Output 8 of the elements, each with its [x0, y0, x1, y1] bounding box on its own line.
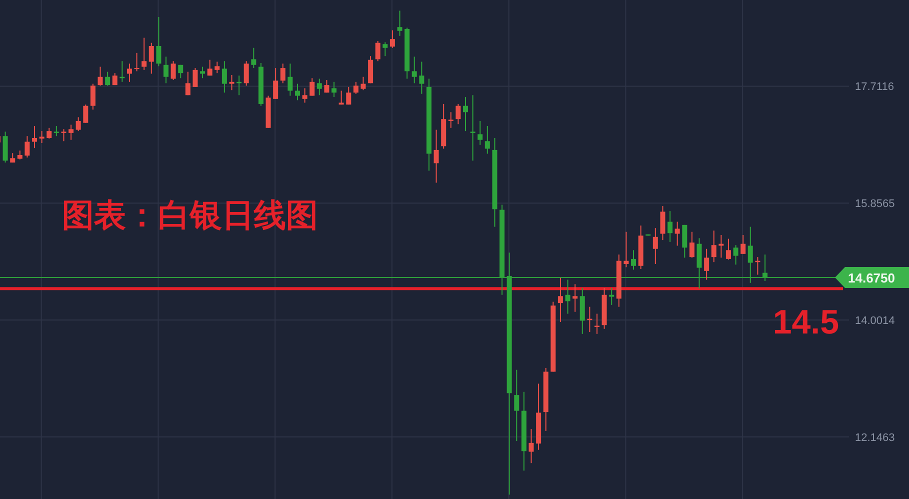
y-tick-label: 17.7116 [855, 81, 894, 94]
title: 图表：白银日线图 [62, 197, 318, 233]
ref-line-label: 14.6750 [835, 267, 909, 288]
y-tick-label: 15.8565 [855, 198, 895, 210]
ref-line-label: 14.6750 [848, 270, 895, 286]
y-tick-label: 14.0014 [855, 314, 895, 327]
y-tick-label: 12.1463 [855, 432, 895, 444]
ref-line-label: 14.5 [772, 304, 839, 342]
